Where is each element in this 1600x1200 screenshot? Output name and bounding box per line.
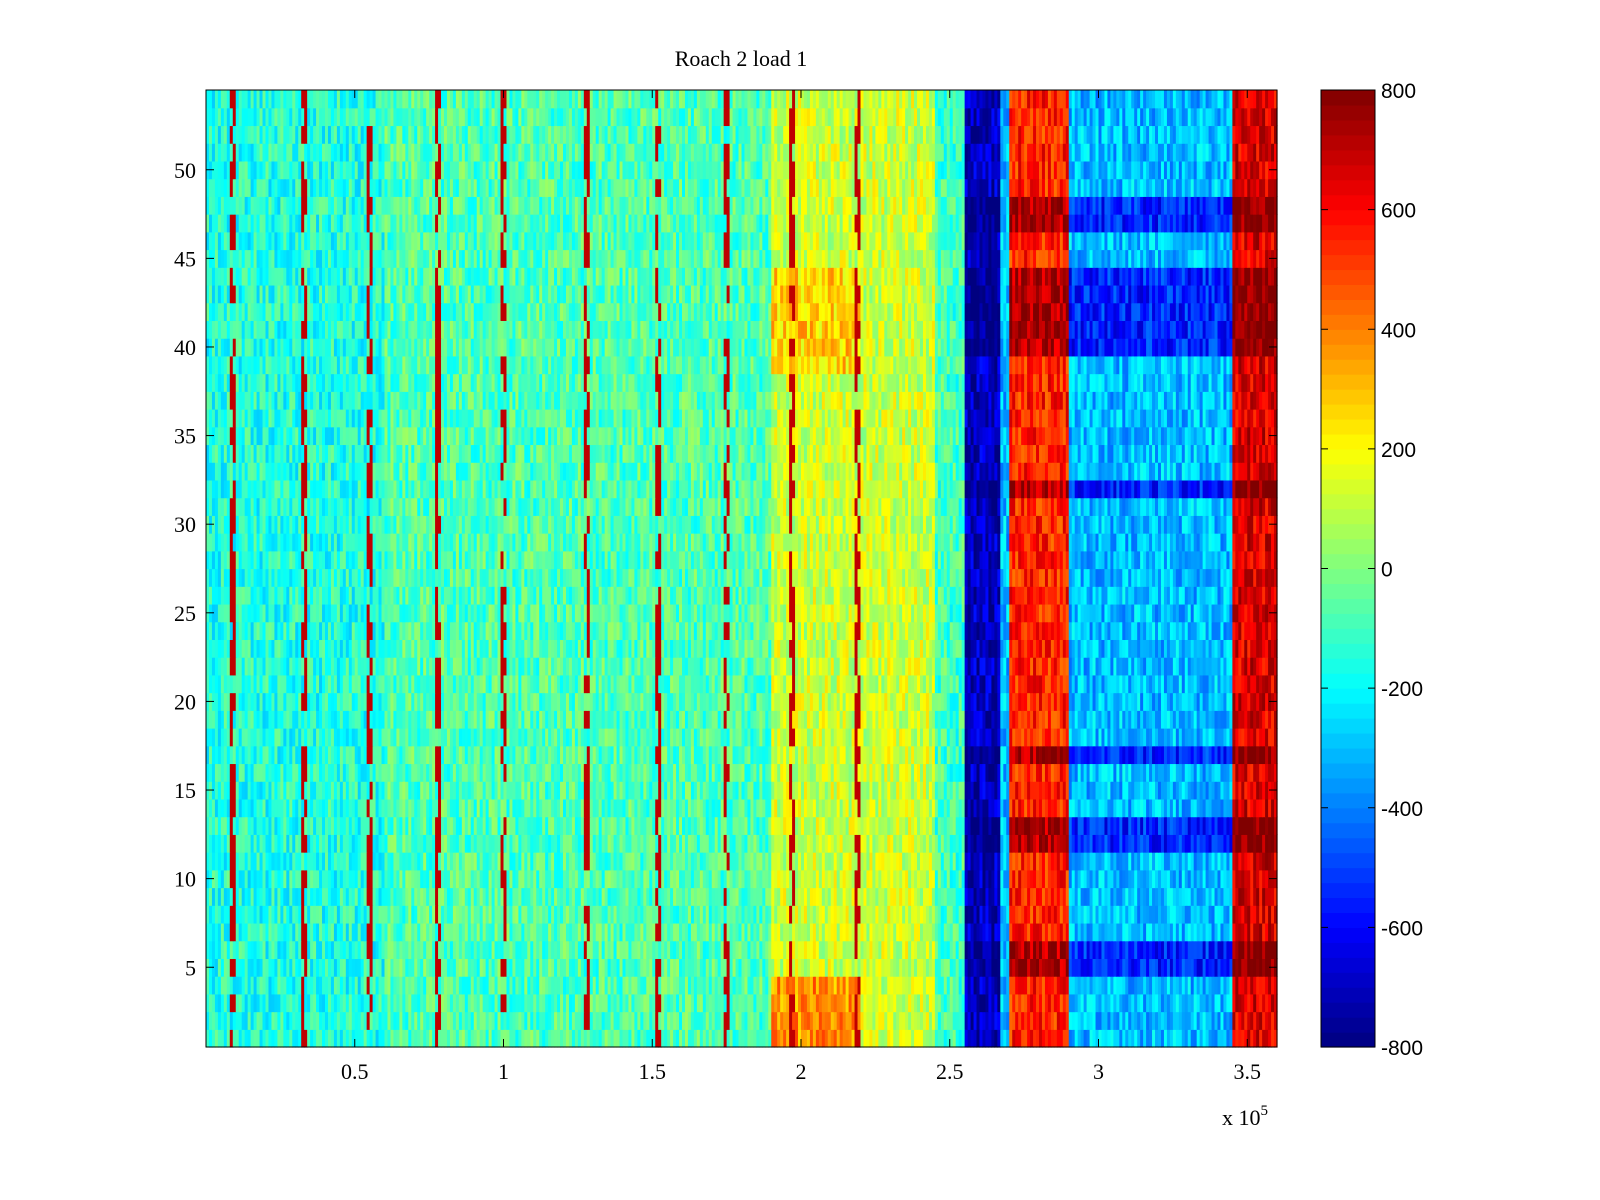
- heatmap-plot-area: [206, 90, 1278, 1048]
- chart-title: Roach 2 load 1: [675, 46, 808, 71]
- figure: Roach 2 load 1 0.5 1 1.5 2 2.5 3 3.5 510152025…: [0, 0, 1600, 1200]
